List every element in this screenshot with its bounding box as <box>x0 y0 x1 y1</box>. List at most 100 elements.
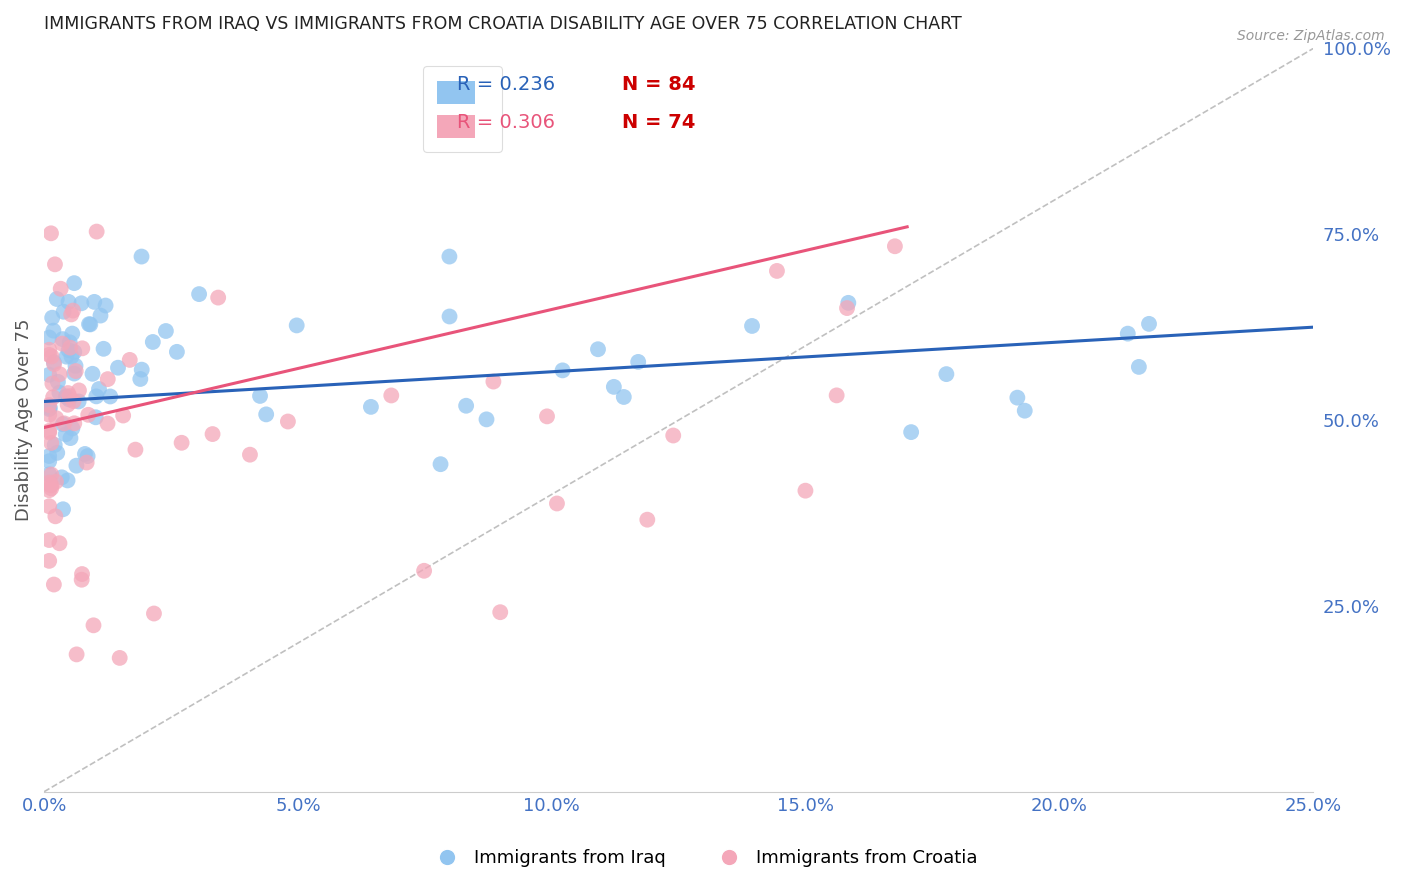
Point <box>413 564 436 578</box>
Point <box>39 436 62 450</box>
Point <box>39 401 62 415</box>
Point <box>58 294 80 309</box>
Point <box>60 421 83 435</box>
Point <box>38 408 60 422</box>
Point <box>94 299 117 313</box>
Point <box>65 364 87 378</box>
Point <box>98 389 121 403</box>
Point <box>67 384 90 398</box>
Point <box>249 389 271 403</box>
Point <box>429 457 451 471</box>
Text: IMMIGRANTS FROM IRAQ VS IMMIGRANTS FROM CROATIA DISABILITY AGE OVER 75 CORRELATI: IMMIGRANTS FROM IRAQ VS IMMIGRANTS FROM … <box>44 15 962 33</box>
Point <box>380 388 402 402</box>
Point <box>662 428 685 442</box>
Point <box>77 408 100 422</box>
Point <box>108 651 131 665</box>
Point <box>45 475 67 489</box>
Point <box>254 408 277 422</box>
Point <box>52 502 75 516</box>
Point <box>38 449 60 463</box>
Point <box>96 417 118 431</box>
Point <box>38 368 60 382</box>
Point <box>41 376 63 391</box>
Point <box>285 318 308 333</box>
Point <box>38 500 60 514</box>
Point <box>131 362 153 376</box>
Point <box>277 415 299 429</box>
Point <box>86 225 108 239</box>
Point <box>1007 391 1029 405</box>
Point <box>155 324 177 338</box>
Point <box>55 427 77 442</box>
Point <box>42 357 65 371</box>
Point <box>72 341 94 355</box>
Point <box>118 352 141 367</box>
Point <box>67 394 90 409</box>
Point <box>59 335 82 350</box>
Point <box>603 380 626 394</box>
Point <box>49 282 72 296</box>
Point <box>39 478 62 492</box>
Point <box>613 390 636 404</box>
Point <box>42 355 65 369</box>
Legend: Immigrants from Iraq, Immigrants from Croatia: Immigrants from Iraq, Immigrants from Cr… <box>422 842 984 874</box>
Point <box>837 296 859 310</box>
Point <box>1137 317 1160 331</box>
Point <box>76 456 98 470</box>
Point <box>65 359 87 373</box>
Point <box>56 474 79 488</box>
Point <box>84 410 107 425</box>
Point <box>58 392 80 407</box>
Point <box>188 287 211 301</box>
Point <box>129 372 152 386</box>
Point <box>59 341 82 355</box>
Point <box>1116 326 1139 341</box>
Point <box>51 470 73 484</box>
Point <box>52 417 75 432</box>
Point <box>170 435 193 450</box>
Point <box>42 577 65 591</box>
Point <box>58 343 80 358</box>
Point <box>70 567 93 582</box>
Point <box>39 227 62 241</box>
Point <box>39 481 62 495</box>
Point <box>900 425 922 439</box>
Point <box>536 409 558 424</box>
Point <box>44 257 66 271</box>
Point <box>73 447 96 461</box>
Point <box>439 250 461 264</box>
Y-axis label: Disability Age Over 75: Disability Age Over 75 <box>15 318 32 521</box>
Point <box>52 332 75 346</box>
Point <box>38 483 60 498</box>
Point <box>82 367 104 381</box>
Point <box>48 385 70 400</box>
Point <box>107 360 129 375</box>
Point <box>60 350 83 364</box>
Point <box>56 386 79 401</box>
Point <box>551 363 574 377</box>
Point <box>38 348 60 362</box>
Point <box>76 449 98 463</box>
Point <box>112 409 135 423</box>
Text: Source: ZipAtlas.com: Source: ZipAtlas.com <box>1237 29 1385 43</box>
Point <box>1014 403 1036 417</box>
Point <box>38 467 60 482</box>
Point <box>482 375 505 389</box>
Point <box>89 309 111 323</box>
Point <box>70 573 93 587</box>
Point <box>77 317 100 331</box>
Point <box>794 483 817 498</box>
Point <box>38 402 60 417</box>
Point <box>87 382 110 396</box>
Point <box>38 475 60 490</box>
Point <box>60 326 83 341</box>
Point <box>131 250 153 264</box>
Point <box>207 291 229 305</box>
Point <box>45 411 67 425</box>
Point <box>143 607 166 621</box>
Point <box>489 605 512 619</box>
Point <box>38 533 60 547</box>
Point <box>38 398 60 412</box>
Point <box>41 478 63 492</box>
Text: N = 84: N = 84 <box>621 75 695 94</box>
